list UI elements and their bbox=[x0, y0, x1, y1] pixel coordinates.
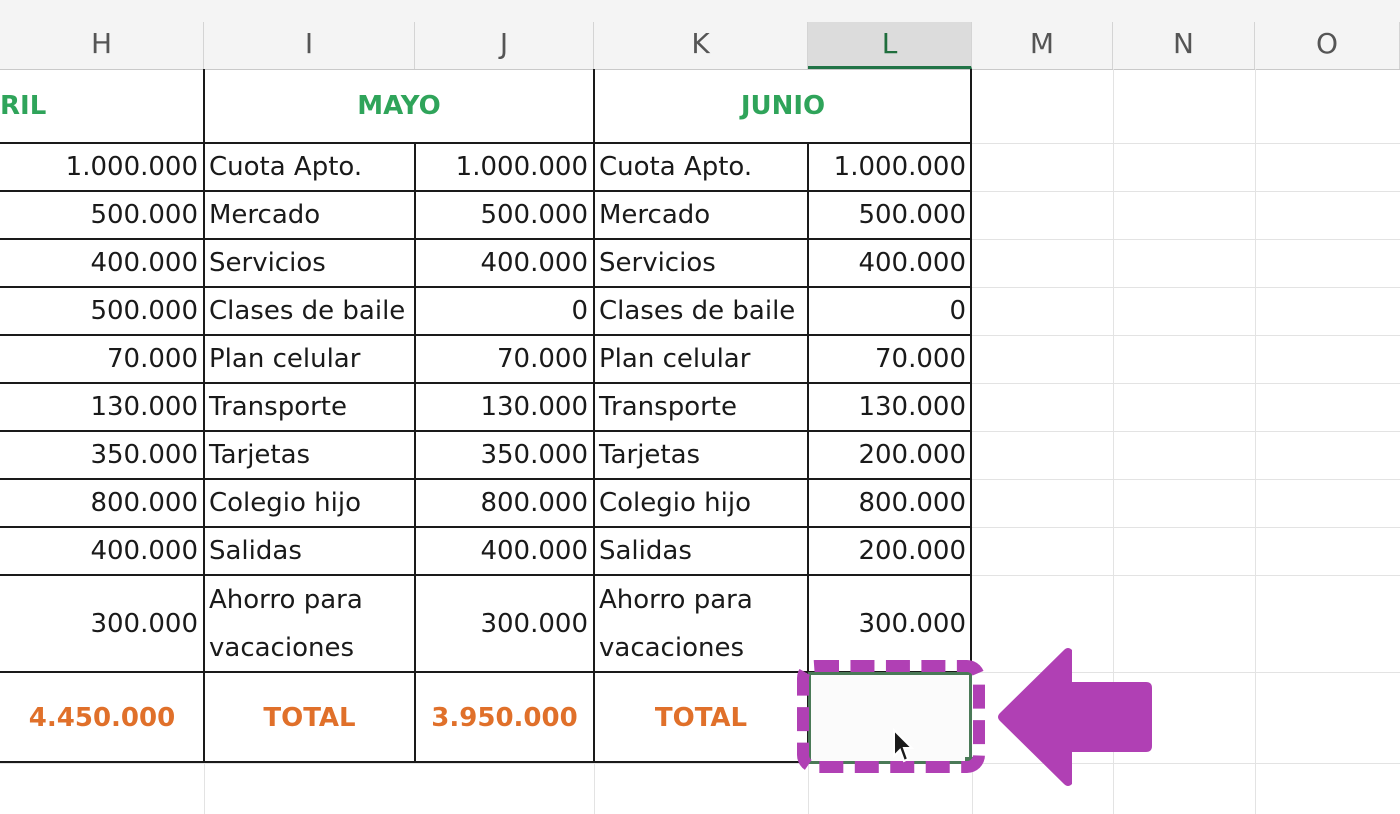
mouse-pointer-icon bbox=[893, 728, 914, 763]
column-header-n[interactable]: N bbox=[1113, 22, 1255, 69]
cell-k-concept[interactable]: Cuota Apto. bbox=[599, 152, 753, 182]
cell-h-amount[interactable]: 70.000 bbox=[107, 344, 198, 374]
cell-k-concept[interactable]: Salidas bbox=[599, 536, 692, 566]
cell-i-concept[interactable]: Transporte bbox=[209, 392, 347, 422]
cell-j-amount[interactable]: 300.000 bbox=[480, 608, 588, 639]
cell-k-concept[interactable]: Servicios bbox=[599, 248, 716, 278]
cell-i-concept[interactable]: Clases de baile bbox=[209, 296, 406, 326]
cell-k-concept[interactable]: Mercado bbox=[599, 200, 711, 230]
cell-k-concept[interactable]: Colegio hijo bbox=[599, 488, 752, 518]
cell-h-amount[interactable]: 400.000 bbox=[90, 536, 198, 566]
highlight-dashed-ring bbox=[797, 660, 985, 773]
cell-l-amount[interactable]: 130.000 bbox=[858, 392, 966, 422]
cell-k-concept[interactable]: Clases de baile bbox=[599, 296, 796, 326]
cell-k-concept[interactable]: Transporte bbox=[599, 392, 737, 422]
column-header-j[interactable]: J bbox=[415, 22, 594, 69]
cell-l-amount[interactable]: 500.000 bbox=[858, 200, 966, 230]
cell-j-amount[interactable]: 1.000.000 bbox=[455, 152, 588, 182]
total-value-mayo[interactable]: 3.950.000 bbox=[431, 702, 578, 733]
cell-k-concept[interactable]: Tarjetas bbox=[599, 440, 701, 470]
column-header-k[interactable]: K bbox=[594, 22, 808, 69]
toolbar-strip bbox=[0, 0, 1400, 22]
column-header-row bbox=[0, 22, 1400, 70]
column-header-o[interactable]: O bbox=[1255, 22, 1400, 69]
cell-l-amount[interactable]: 1.000.000 bbox=[833, 152, 966, 182]
cell-l-amount[interactable]: 200.000 bbox=[858, 440, 966, 470]
month-header-abril[interactable]: RIL bbox=[0, 91, 47, 121]
cell-j-amount[interactable]: 130.000 bbox=[480, 392, 588, 422]
cell-l-amount[interactable]: 70.000 bbox=[875, 344, 966, 374]
column-header-i[interactable]: I bbox=[204, 22, 415, 69]
cell-i-concept[interactable]: Cuota Apto. bbox=[209, 152, 363, 182]
total-label-junio[interactable]: TOTAL bbox=[654, 702, 748, 733]
cell-j-amount[interactable]: 70.000 bbox=[497, 344, 588, 374]
month-header-mayo[interactable]: MAYO bbox=[357, 91, 441, 121]
cell-k-concept[interactable]: Ahorro para vacaciones bbox=[599, 584, 753, 663]
cell-i-concept[interactable]: Colegio hijo bbox=[209, 488, 362, 518]
cell-i-concept[interactable]: Mercado bbox=[209, 200, 321, 230]
column-header-h[interactable]: H bbox=[0, 22, 204, 69]
cell-h-amount[interactable]: 500.000 bbox=[90, 296, 198, 326]
cell-i-concept[interactable]: Ahorro para vacaciones bbox=[209, 584, 363, 663]
selected-cell-total-junio[interactable] bbox=[808, 672, 972, 764]
cell-k-concept[interactable]: Plan celular bbox=[599, 344, 751, 374]
cell-j-amount[interactable]: 400.000 bbox=[480, 536, 588, 566]
cell-l-amount[interactable]: 0 bbox=[949, 296, 966, 326]
cell-h-amount[interactable]: 1.000.000 bbox=[65, 152, 198, 182]
cell-h-amount[interactable]: 500.000 bbox=[90, 200, 198, 230]
cell-l-amount[interactable]: 200.000 bbox=[858, 536, 966, 566]
cell-j-amount[interactable]: 800.000 bbox=[480, 488, 588, 518]
cell-l-amount[interactable]: 400.000 bbox=[858, 248, 966, 278]
cell-h-amount[interactable]: 350.000 bbox=[90, 440, 198, 470]
month-header-junio[interactable]: JUNIO bbox=[740, 91, 826, 121]
column-header-m[interactable]: M bbox=[972, 22, 1113, 69]
cell-l-amount[interactable]: 800.000 bbox=[858, 488, 966, 518]
cell-l-amount[interactable]: 300.000 bbox=[858, 608, 966, 639]
arrow-left-icon bbox=[998, 648, 1152, 786]
cell-j-amount[interactable]: 500.000 bbox=[480, 200, 588, 230]
cell-h-amount[interactable]: 300.000 bbox=[90, 608, 198, 639]
cell-h-amount[interactable]: 800.000 bbox=[90, 488, 198, 518]
column-header-l[interactable]: L bbox=[808, 22, 972, 69]
cell-j-amount[interactable]: 400.000 bbox=[480, 248, 588, 278]
cell-j-amount[interactable]: 0 bbox=[571, 296, 588, 326]
cell-i-concept[interactable]: Servicios bbox=[209, 248, 326, 278]
cell-h-amount[interactable]: 400.000 bbox=[90, 248, 198, 278]
cell-i-concept[interactable]: Salidas bbox=[209, 536, 302, 566]
total-label-mayo[interactable]: TOTAL bbox=[263, 702, 356, 733]
cell-j-amount[interactable]: 350.000 bbox=[480, 440, 588, 470]
cell-h-amount[interactable]: 130.000 bbox=[90, 392, 198, 422]
cell-i-concept[interactable]: Plan celular bbox=[209, 344, 361, 374]
total-value-abril[interactable]: 4.450.000 bbox=[28, 702, 176, 733]
cell-i-concept[interactable]: Tarjetas bbox=[209, 440, 311, 470]
